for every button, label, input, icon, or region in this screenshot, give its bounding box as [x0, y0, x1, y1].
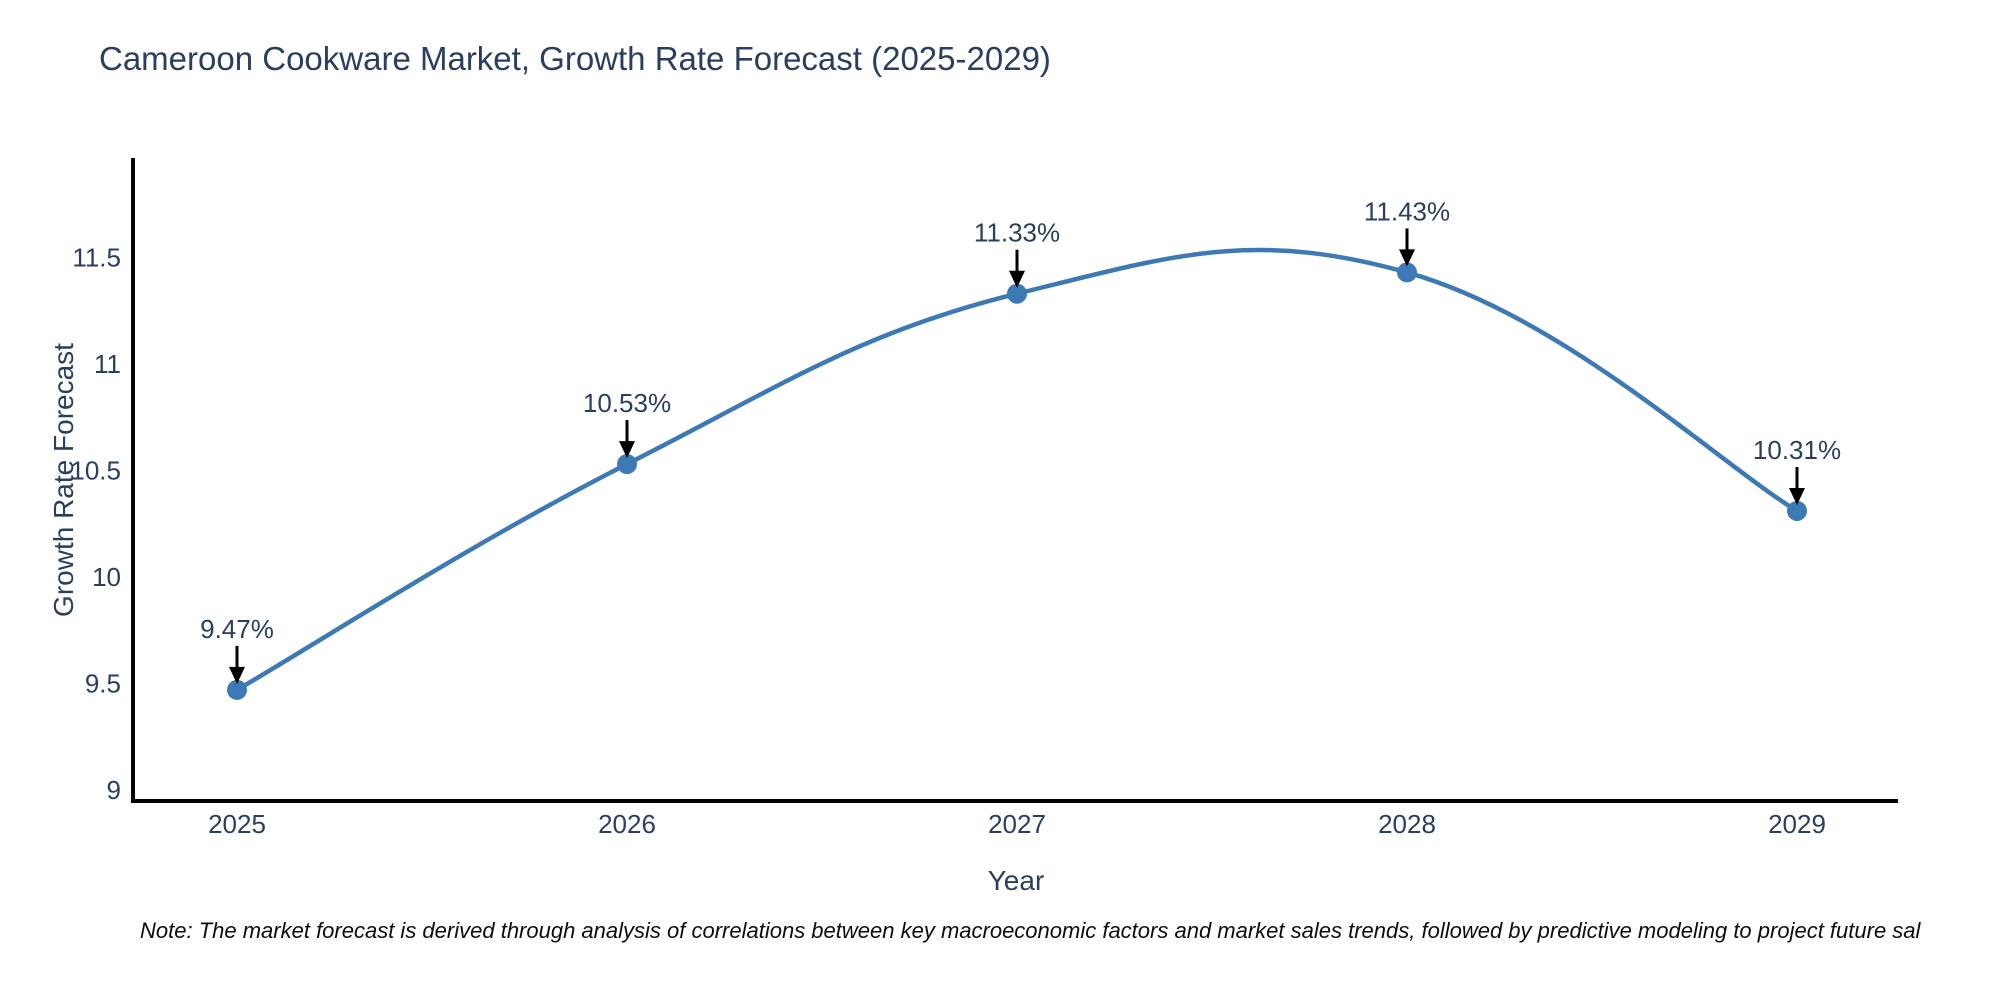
- y-axis-title: Growth Rate Forecast: [48, 343, 79, 617]
- data-label: 10.53%: [583, 388, 671, 418]
- data-label: 11.33%: [974, 218, 1060, 248]
- y-tick-label: 9: [107, 775, 121, 805]
- x-tick-label: 2026: [598, 809, 656, 839]
- x-axis-title: Year: [988, 865, 1045, 896]
- data-point-marker: [1787, 500, 1807, 521]
- annotation-arrowhead: [1789, 487, 1805, 505]
- x-tick-label: 2029: [1768, 809, 1826, 839]
- y-tick-label: 10.5: [70, 456, 121, 486]
- data-label: 11.43%: [1364, 196, 1450, 226]
- annotation-arrowhead: [229, 666, 245, 684]
- annotation-arrowhead: [1009, 270, 1025, 288]
- y-tick-label: 11.5: [72, 243, 121, 273]
- data-point-marker: [227, 679, 247, 700]
- x-tick-label: 2025: [208, 809, 266, 839]
- chart-title: Cameroon Cookware Market, Growth Rate Fo…: [99, 40, 1051, 77]
- data-label: 9.47%: [200, 614, 274, 644]
- annotation-arrowhead: [1399, 249, 1415, 267]
- footnote: Note: The market forecast is derived thr…: [140, 918, 1921, 943]
- forecast-line: [235, 247, 1799, 692]
- y-tick-label: 9.5: [85, 669, 121, 699]
- data-label: 10.31%: [1753, 435, 1841, 465]
- x-tick-label: 2028: [1378, 809, 1436, 839]
- y-tick-label: 10: [92, 562, 121, 592]
- annotation-arrowhead: [619, 441, 635, 459]
- data-point-marker: [617, 454, 637, 475]
- data-point-marker: [1007, 283, 1027, 304]
- y-tick-label: 11: [94, 349, 121, 379]
- data-point-marker: [1397, 262, 1417, 283]
- x-tick-label: 2027: [988, 809, 1046, 839]
